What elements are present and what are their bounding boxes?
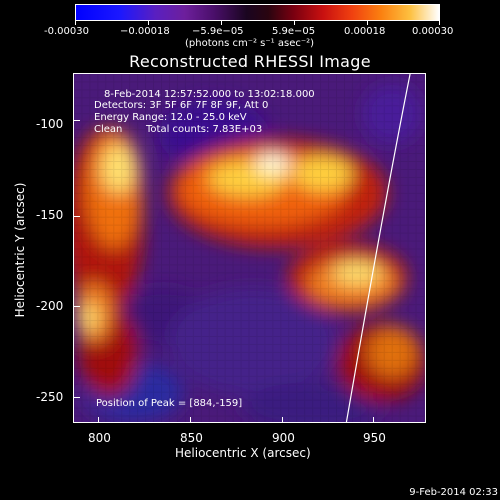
- total-counts-text: Total counts: 7.83E+03: [146, 124, 263, 135]
- colorbar-tick-mark: [367, 21, 368, 25]
- method-text: Clean: [94, 124, 123, 135]
- y-tick-mark: [74, 216, 80, 217]
- y-tick-label: -250: [36, 390, 64, 404]
- colorbar-tick-mark: [294, 21, 295, 25]
- x-tick-label: 950: [363, 431, 386, 445]
- colorbar: [75, 4, 440, 21]
- time-range-text: 8-Feb-2014 12:57:52.000 to 13:02:18.000: [104, 89, 315, 100]
- colorbar-tick-label: 5.9e−05: [272, 26, 316, 37]
- x-axis-label: Heliocentric X (arcsec): [175, 446, 311, 460]
- y-tick-mark: [74, 120, 80, 121]
- x-tick-mark: [373, 417, 374, 423]
- energy-range-text: Energy Range: 12.0 - 25.0 keV: [94, 112, 247, 123]
- colorbar-tick-label: -0.00030: [44, 26, 89, 37]
- flux-map: [74, 74, 425, 422]
- x-tick-label: 850: [180, 431, 203, 445]
- x-tick-mark: [282, 417, 283, 423]
- colorbar-tick-label: −0.00018: [120, 26, 170, 37]
- y-tick-mark: [74, 306, 80, 307]
- colorbar-units-label: (photons cm⁻² s⁻¹ asec⁻²): [185, 38, 315, 49]
- detectors-text: Detectors: 3F 5F 6F 7F 8F 9F, Att 0: [94, 100, 269, 111]
- colorbar-tick-mark: [75, 21, 76, 25]
- x-tick-label: 900: [272, 431, 295, 445]
- colorbar-tick-mark: [221, 21, 222, 25]
- colorbar-tick-label: −5.9e−05: [192, 26, 244, 37]
- plot-title: Reconstructed RHESSI Image: [129, 52, 371, 71]
- x-tick-label: 800: [88, 431, 111, 445]
- colorbar-tick-mark: [439, 21, 440, 25]
- generation-date: 9-Feb-2014 02:33: [409, 487, 498, 498]
- y-tick-label: -200: [36, 299, 64, 313]
- y-axis-label: Heliocentric Y (arcsec): [13, 182, 27, 318]
- y-tick-mark: [74, 397, 80, 398]
- image-frame: [73, 73, 426, 423]
- colorbar-tick-label: 0.00018: [344, 26, 386, 37]
- peak-position-text: Position of Peak = [884,-159]: [96, 398, 243, 409]
- y-tick-label: -150: [36, 208, 64, 222]
- colorbar-tick-label: 0.00030: [412, 26, 454, 37]
- y-tick-label: -100: [36, 117, 64, 131]
- colorbar-tick-mark: [148, 21, 149, 25]
- x-tick-mark: [190, 417, 191, 423]
- x-tick-mark: [98, 417, 99, 423]
